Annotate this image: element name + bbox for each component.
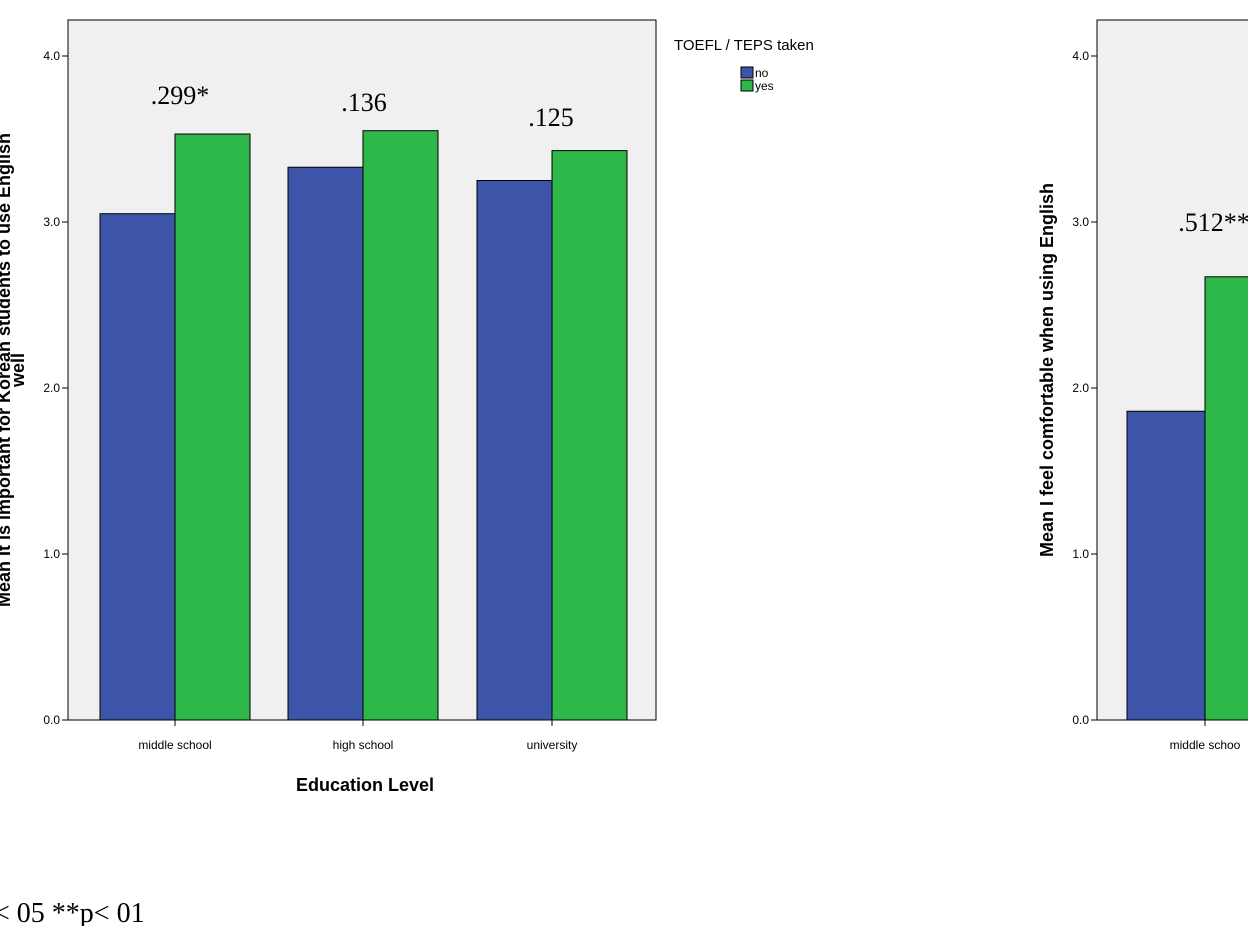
significance-label: .125 <box>528 103 574 132</box>
chart-2: 0.0 1.0 2.0 3.0 4.0 .512** middle schoo Mean… <box>1037 19 1248 752</box>
chart-1-y-axis-title-line1: Mean It is important for Korean students… <box>0 133 14 607</box>
chart-1-y-axis: 0.0 1.0 2.0 3.0 4.0 <box>43 49 68 727</box>
y-tick-label: 1.0 <box>43 547 60 561</box>
chart-2-x-axis: middle schoo <box>1170 720 1241 752</box>
bar-yes-university <box>551 150 628 721</box>
y-tick-label: 0.0 <box>43 713 60 727</box>
chart-1-annotations: .299* .136 .125 <box>151 81 574 132</box>
legend-label-yes: yes <box>755 79 774 93</box>
y-tick-label: 3.0 <box>43 215 60 229</box>
y-tick-label: 4.0 <box>1072 49 1089 63</box>
significance-label: .299* <box>151 81 210 110</box>
chart-1-bars <box>99 130 628 721</box>
bar-yes-middle-schoo <box>1204 276 1248 721</box>
chart-1: 0.0 1.0 2.0 3.0 4.0 .299* .136 .125 middle sch… <box>0 19 814 795</box>
bar-no-middle-school <box>99 213 176 721</box>
legend-swatch-no <box>740 66 754 79</box>
y-tick-label: 3.0 <box>1072 215 1089 229</box>
footnote: < 05 **p< 01 <box>0 898 145 926</box>
chart-1-x-axis-title: Education Level <box>296 775 434 795</box>
chart-1-y-axis-title-line2: well <box>8 353 28 388</box>
chart-1-legend: TOEFL / TEPS taken no yes <box>674 37 814 93</box>
y-tick-label: 1.0 <box>1072 547 1089 561</box>
significance-label: .136 <box>341 88 387 117</box>
significance-label: .512** <box>1178 208 1248 237</box>
bar-no-middle-schoo <box>1126 410 1206 721</box>
x-tick-label: middle schoo <box>1170 738 1241 752</box>
chart-2-annotations: .512** <box>1178 208 1248 237</box>
y-tick-label: 0.0 <box>1072 713 1089 727</box>
bar-no-high-school <box>287 166 364 721</box>
y-tick-label: 2.0 <box>1072 381 1089 395</box>
x-tick-label: high school <box>333 738 394 752</box>
y-tick-label: 2.0 <box>43 381 60 395</box>
y-tick-label: 4.0 <box>43 49 60 63</box>
chart-2-bars <box>1126 276 1248 721</box>
legend-swatch-yes <box>740 79 754 92</box>
chart-2-y-axis-title: Mean I feel comfortable when using Engli… <box>1037 183 1057 557</box>
x-tick-label: middle school <box>138 738 211 752</box>
x-tick-label: university <box>527 738 578 752</box>
bar-yes-high-school <box>362 130 439 721</box>
legend-label-no: no <box>755 66 769 80</box>
legend-title: TOEFL / TEPS taken <box>674 37 814 54</box>
chart-2-y-axis: 0.0 1.0 2.0 3.0 4.0 <box>1072 49 1097 727</box>
bar-yes-middle-school <box>174 133 251 721</box>
bar-no-university <box>476 180 553 721</box>
chart-1-x-axis: middle school high school university <box>138 720 577 752</box>
